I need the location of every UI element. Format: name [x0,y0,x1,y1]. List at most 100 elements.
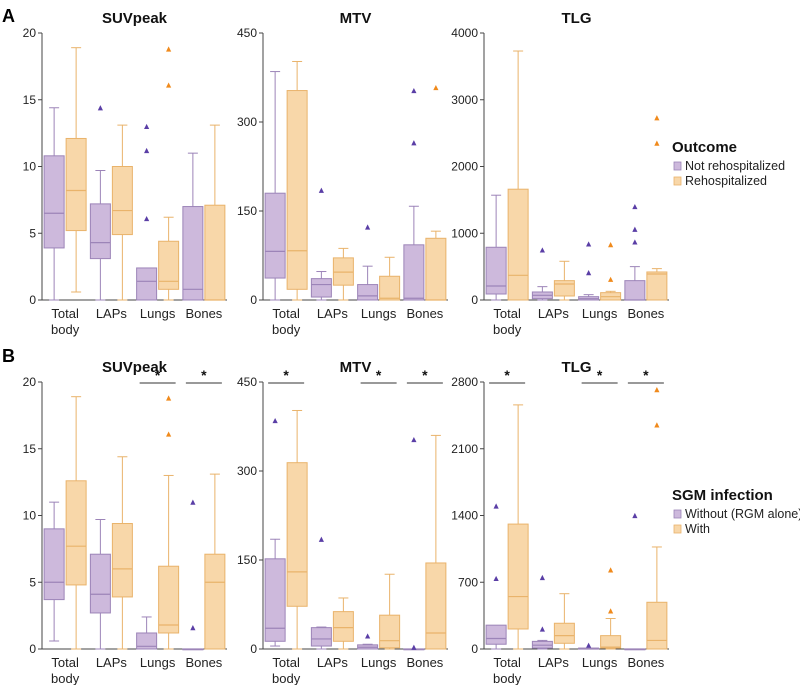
x-category-label: body [493,322,522,337]
x-category-label: body [51,322,80,337]
outlier-marker [166,395,172,401]
legend-title: Outcome [672,139,737,156]
outlier-marker [632,203,638,210]
y-tick-label: 15 [23,442,37,456]
outlier-marker [166,82,172,88]
box-laps-group-0 [89,105,111,301]
x-category-label: LAPs [538,306,570,321]
y-tick-label: 150 [237,553,257,567]
box-iqr [425,237,447,301]
outlier-marker [97,105,103,111]
x-category-label: Lungs [361,655,397,670]
significance-star: * [283,367,289,383]
y-tick-label: 0 [471,293,478,307]
x-category-label: Total [493,306,521,321]
outlier-marker [144,215,150,222]
box-bones-group-1 [204,124,226,301]
box-iqr [507,188,529,301]
box-laps-group-0 [531,247,553,301]
box-laps-group-1 [332,247,354,301]
outlier-marker [654,140,660,146]
box-iqr [646,601,668,650]
x-category-label: LAPs [317,306,349,321]
y-tick-label: 700 [458,575,478,589]
box-iqr [264,558,286,642]
box-iqr [136,267,158,301]
box-iqr [357,284,379,301]
x-category-label: Lungs [140,655,176,670]
box-iqr [310,627,332,647]
x-category-label: LAPs [96,306,128,321]
y-tick-label: 5 [29,575,36,589]
box-total-body-group-1 [65,396,87,650]
box-iqr [379,275,401,301]
outlier-marker [144,147,150,154]
y-tick-label: 10 [23,160,37,174]
legend-B: SGM infection Without (RGM alone)With [672,487,800,536]
box-total-body-group-1 [286,409,308,650]
y-tick-label: 450 [237,26,257,40]
x-category-label: Lungs [361,306,397,321]
x-category-label: body [272,671,301,685]
box-lungs-group-0 [136,123,158,301]
box-iqr [65,480,87,586]
box-total-body-group-1 [507,404,529,650]
box-lungs-group-0 [136,616,158,650]
box-bones-group-1 [646,115,668,301]
legend-label: Not rehospitalized [685,159,785,173]
box-iqr [624,280,646,301]
box-bones-group-0 [624,512,646,651]
y-tick-label: 20 [23,26,37,40]
box-bones-group-1 [646,387,668,650]
box-iqr [89,553,111,614]
outlier-marker [608,241,614,248]
x-category-label: Total [272,306,300,321]
box-iqr [286,90,308,290]
y-tick-label: 3000 [451,93,478,107]
x-category-label: Bones [185,306,222,321]
outlier-marker [608,567,614,573]
legend-swatch [673,509,682,519]
x-category-label: Bones [185,655,222,670]
box-iqr [553,622,575,644]
box-iqr [485,624,507,645]
box-iqr [403,244,425,301]
panel-title: SUVpeak [102,10,168,27]
box-lungs-group-1 [600,241,622,301]
outlier-marker [493,575,499,582]
y-tick-label: 5 [29,226,36,240]
box-laps-group-1 [332,597,354,650]
box-iqr [89,203,111,260]
y-tick-label: 0 [250,642,257,656]
panel-title: TLG [562,359,592,376]
box-lungs-group-0 [357,224,379,301]
y-tick-label: 2000 [451,160,478,174]
outlier-marker [411,87,417,94]
box-lungs-group-1 [379,256,401,301]
x-category-label: Bones [406,655,443,670]
significance-star: * [376,367,382,383]
box-bones-group-0 [624,203,646,301]
y-tick-label: 2800 [451,375,478,389]
panel-title: MTV [340,10,372,27]
panel-title: MTV [340,359,372,376]
panel-title: SUVpeak [102,359,168,376]
box-total-body-group-0 [43,107,65,301]
x-category-label: LAPs [96,655,128,670]
legend-title: SGM infection [672,487,773,504]
outlier-marker [272,417,278,424]
legend-label: Rehospitalized [685,174,767,188]
outlier-marker [411,644,417,650]
y-tick-label: 450 [237,375,257,389]
y-tick-label: 15 [23,93,37,107]
box-iqr [204,553,226,650]
box-bones-group-0 [403,436,425,651]
box-total-body-group-1 [65,47,87,293]
outlier-marker [539,574,545,581]
outlier-marker [365,633,371,639]
box-total-body-group-0 [264,71,286,301]
box-bones-group-0 [182,152,204,301]
box-iqr [310,278,332,298]
y-tick-label: 1000 [451,226,478,240]
